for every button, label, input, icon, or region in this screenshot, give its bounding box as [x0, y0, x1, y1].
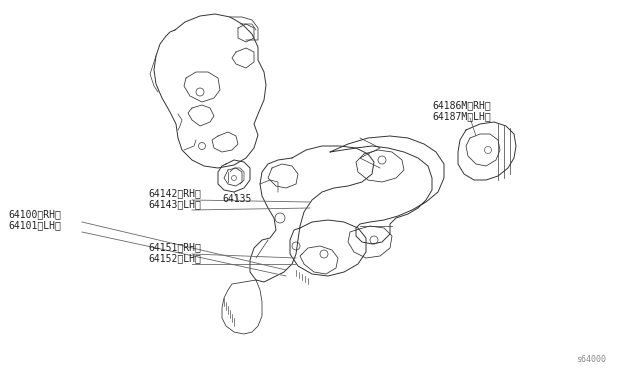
- Text: 64101〈LH〉: 64101〈LH〉: [8, 220, 61, 230]
- Text: 64152〈LH〉: 64152〈LH〉: [148, 253, 201, 263]
- Text: 64151〈RH〉: 64151〈RH〉: [148, 242, 201, 252]
- Text: 64186M〈RH〉: 64186M〈RH〉: [432, 100, 491, 110]
- Text: 64100〈RH〉: 64100〈RH〉: [8, 209, 61, 219]
- Text: 64135: 64135: [222, 194, 252, 204]
- Text: 64187M〈LH〉: 64187M〈LH〉: [432, 111, 491, 121]
- Text: s64000: s64000: [576, 355, 606, 364]
- Text: 64143〈LH〉: 64143〈LH〉: [148, 199, 201, 209]
- Text: 64142〈RH〉: 64142〈RH〉: [148, 188, 201, 198]
